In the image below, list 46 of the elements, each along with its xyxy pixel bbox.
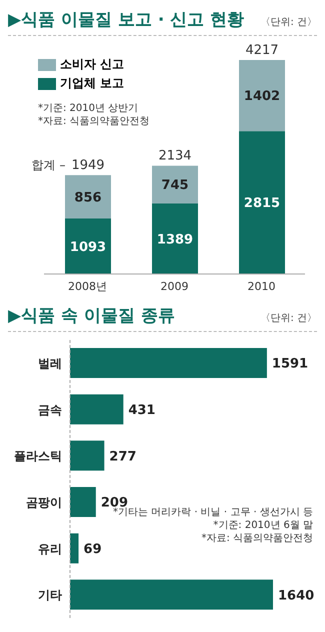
annotation: *자료: 식품의약품안전청 [200,532,313,545]
bar [152,166,198,204]
chart-title: ▶식품 이물질 보고 · 신고 현황 [8,9,244,31]
x-tick-label: 2009 [160,280,188,293]
legend-label: 소비자 신고 [60,56,124,73]
y-tick-label: 곰팡이 [26,495,62,510]
chart-subtitle: 〈단위: 건〉 [260,16,317,29]
data-label: 1640 [278,588,314,604]
bar [70,580,273,610]
annotation: *기준: 2010년 6월 말 [212,519,313,532]
data-label: 277 [109,449,136,464]
data-label: 1389 [156,232,194,248]
bar [65,218,111,274]
chart-subtitle: 〈단위: 건〉 [260,312,317,325]
annotation: 합계 – [32,158,66,172]
y-tick-label: 기타 [38,588,62,602]
legend-label: 기업체 보고 [60,75,124,92]
bar [70,394,124,424]
y-tick-label: 플라스틱 [14,449,62,464]
bar [70,487,96,517]
x-tick-label: 2008년 [68,280,107,293]
data-label: 2815 [244,196,280,212]
y-tick-label: 금속 [38,402,62,417]
bar [65,175,111,219]
bar [152,204,198,274]
bar [70,440,104,471]
bar [239,131,285,274]
annotation: *기준: 2010년 상반기 [38,102,140,115]
data-label: 1402 [244,89,280,104]
total-label: 2134 [158,148,192,164]
bar [70,348,267,378]
total-label: 1949 [71,158,105,174]
data-label: 69 [84,542,102,557]
total-label: 4217 [245,43,279,58]
data-label: 1093 [70,240,106,255]
y-tick-label: 벌레 [38,356,62,370]
data-label: 856 [74,190,102,206]
x-tick-label: 2010 [248,280,276,293]
chart-title: ▶식품 속 이물질 종류 [8,305,175,327]
y-tick-label: 유리 [38,542,62,556]
data-label: 1591 [272,356,308,372]
data-label: 745 [161,178,189,194]
data-label: 431 [128,402,156,418]
annotation: *자료: 식품의약품안전청 [38,115,150,128]
bar [239,60,285,132]
bar [70,533,79,564]
